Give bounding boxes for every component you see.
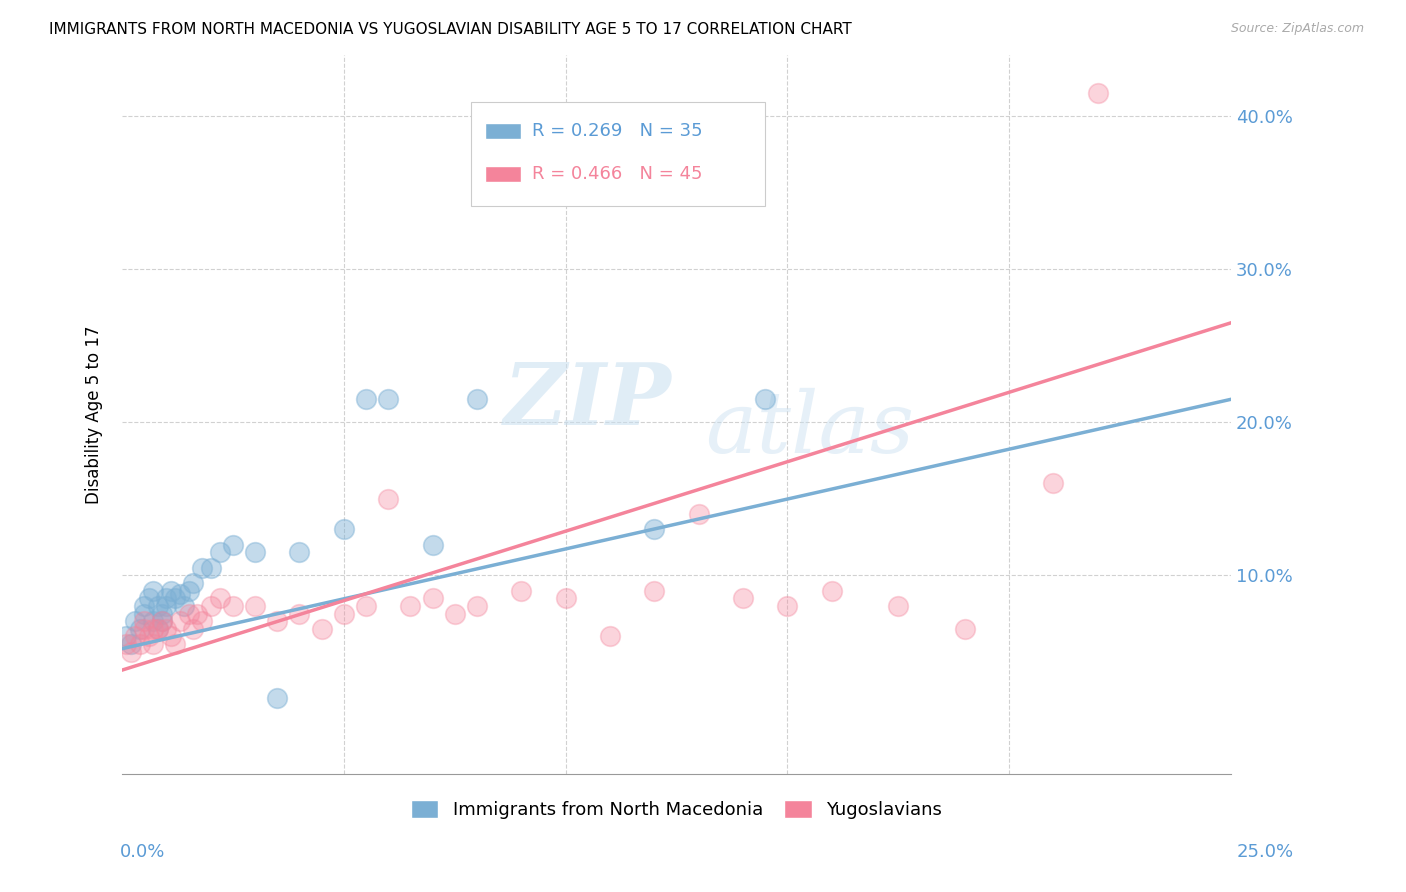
Point bbox=[128, 622, 150, 636]
Text: 25.0%: 25.0% bbox=[1236, 843, 1294, 861]
Point bbox=[177, 583, 200, 598]
Point bbox=[150, 614, 173, 628]
Point bbox=[243, 545, 266, 559]
Point bbox=[422, 538, 444, 552]
Point bbox=[186, 607, 208, 621]
FancyBboxPatch shape bbox=[471, 102, 765, 206]
Point bbox=[181, 622, 204, 636]
Point bbox=[115, 637, 138, 651]
Point bbox=[134, 607, 156, 621]
Point bbox=[1042, 476, 1064, 491]
Bar bbox=[485, 166, 522, 182]
Point bbox=[134, 622, 156, 636]
Point bbox=[128, 637, 150, 651]
Point bbox=[124, 614, 146, 628]
Point bbox=[554, 591, 576, 606]
Point bbox=[311, 622, 333, 636]
Point bbox=[288, 545, 311, 559]
Point bbox=[138, 630, 160, 644]
Point bbox=[688, 507, 710, 521]
Point bbox=[643, 583, 665, 598]
Text: Source: ZipAtlas.com: Source: ZipAtlas.com bbox=[1230, 22, 1364, 36]
Point bbox=[643, 522, 665, 536]
Point bbox=[150, 614, 173, 628]
Point bbox=[160, 583, 183, 598]
Point bbox=[134, 614, 156, 628]
Point bbox=[953, 622, 976, 636]
Text: ZIP: ZIP bbox=[503, 359, 672, 442]
Point bbox=[142, 583, 165, 598]
Point bbox=[138, 591, 160, 606]
Point bbox=[142, 622, 165, 636]
Point bbox=[191, 560, 214, 574]
Point bbox=[120, 637, 142, 651]
Point bbox=[754, 392, 776, 407]
Point bbox=[173, 599, 195, 613]
Point bbox=[377, 491, 399, 506]
Point bbox=[399, 599, 422, 613]
Point bbox=[200, 599, 222, 613]
Point bbox=[200, 560, 222, 574]
Text: R = 0.466   N = 45: R = 0.466 N = 45 bbox=[533, 165, 703, 183]
Point bbox=[115, 630, 138, 644]
Text: R = 0.269   N = 35: R = 0.269 N = 35 bbox=[533, 121, 703, 140]
Point bbox=[169, 586, 191, 600]
Point bbox=[208, 545, 231, 559]
Point bbox=[142, 614, 165, 628]
Legend: Immigrants from North Macedonia, Yugoslavians: Immigrants from North Macedonia, Yugosla… bbox=[404, 793, 949, 826]
Point bbox=[465, 599, 488, 613]
Point bbox=[222, 599, 245, 613]
Point bbox=[134, 599, 156, 613]
Bar bbox=[485, 123, 522, 138]
Point bbox=[1087, 87, 1109, 101]
Point bbox=[146, 622, 169, 636]
Point bbox=[354, 392, 377, 407]
Point bbox=[599, 630, 621, 644]
Point bbox=[150, 607, 173, 621]
Point bbox=[377, 392, 399, 407]
Point bbox=[181, 575, 204, 590]
Point bbox=[165, 637, 187, 651]
Point bbox=[142, 637, 165, 651]
Point bbox=[731, 591, 754, 606]
Point bbox=[243, 599, 266, 613]
Point bbox=[354, 599, 377, 613]
Point bbox=[465, 392, 488, 407]
Point bbox=[333, 607, 356, 621]
Point bbox=[266, 614, 288, 628]
Text: atlas: atlas bbox=[704, 388, 914, 470]
Point bbox=[288, 607, 311, 621]
Point bbox=[120, 645, 142, 659]
Point bbox=[443, 607, 465, 621]
Point bbox=[333, 522, 356, 536]
Point bbox=[776, 599, 799, 613]
Point bbox=[821, 583, 844, 598]
Y-axis label: Disability Age 5 to 17: Disability Age 5 to 17 bbox=[86, 326, 103, 504]
Text: 0.0%: 0.0% bbox=[120, 843, 165, 861]
Point bbox=[155, 599, 177, 613]
Point bbox=[124, 630, 146, 644]
Point bbox=[146, 599, 169, 613]
Text: IMMIGRANTS FROM NORTH MACEDONIA VS YUGOSLAVIAN DISABILITY AGE 5 TO 17 CORRELATIO: IMMIGRANTS FROM NORTH MACEDONIA VS YUGOS… bbox=[49, 22, 852, 37]
Point bbox=[160, 630, 183, 644]
Point bbox=[155, 622, 177, 636]
Point bbox=[887, 599, 910, 613]
Point bbox=[169, 614, 191, 628]
Point bbox=[146, 622, 169, 636]
Point bbox=[266, 690, 288, 705]
Point bbox=[155, 591, 177, 606]
Point bbox=[177, 607, 200, 621]
Point bbox=[422, 591, 444, 606]
Point bbox=[222, 538, 245, 552]
Point bbox=[191, 614, 214, 628]
Point bbox=[208, 591, 231, 606]
Point bbox=[510, 583, 533, 598]
Point bbox=[165, 591, 187, 606]
